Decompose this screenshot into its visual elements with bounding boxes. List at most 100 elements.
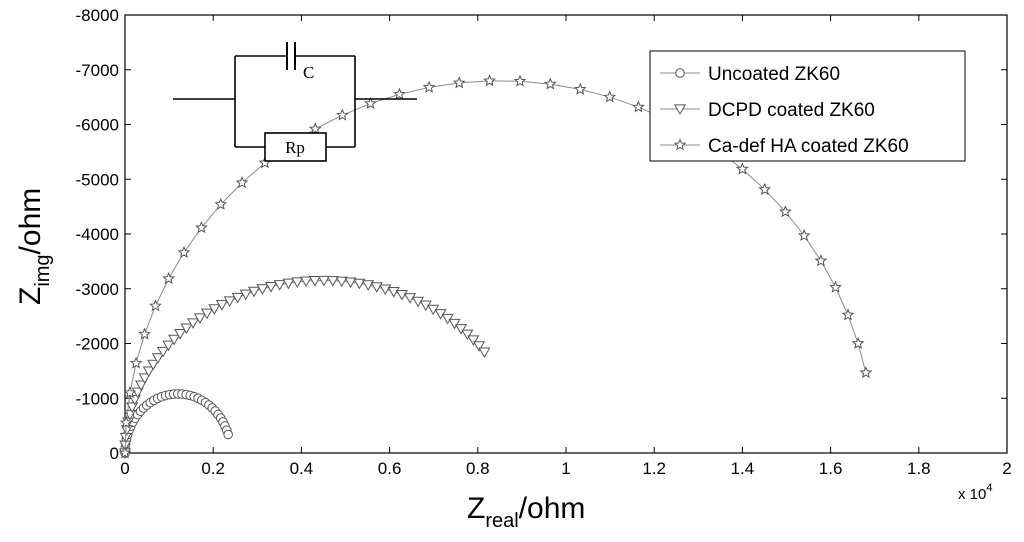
data-point [193, 313, 206, 324]
series-layer [118, 74, 873, 459]
equivalent-circuit-inset [173, 42, 417, 162]
data-point [573, 82, 587, 95]
legend: Uncoated ZK60 DCPD coated ZK60 Ca-def HA c… [649, 50, 966, 162]
legend-label: Ca-def HA coated ZK60 [708, 136, 909, 157]
legend-entry: Uncoated ZK60 [660, 64, 840, 85]
data-point [187, 318, 200, 329]
data-point [851, 336, 865, 349]
x-tick-label: 1.2 [642, 459, 666, 478]
data-point [123, 386, 137, 399]
data-point [300, 276, 313, 288]
y-axis-title: Zimg/ohm [14, 188, 54, 305]
x-tick-label: 0 [120, 459, 129, 478]
data-point [156, 346, 170, 358]
data-point [223, 296, 236, 307]
data-point [118, 446, 132, 459]
data-point [455, 324, 468, 335]
data-point [215, 300, 228, 311]
data-point [138, 373, 151, 385]
data-point [131, 387, 144, 399]
data-point [239, 289, 252, 301]
data-point [180, 323, 193, 335]
data-point [829, 280, 842, 293]
data-point [404, 293, 417, 304]
data-point [326, 276, 339, 287]
x-tick-label: 1.8 [907, 459, 931, 478]
data-point [814, 254, 828, 267]
data-point [452, 76, 466, 89]
data-point [200, 308, 214, 320]
data-point [335, 276, 348, 288]
capacitor-label: C [303, 63, 314, 82]
x-tick-label: 0.2 [201, 459, 225, 478]
data-point [134, 380, 148, 392]
legend-entries: Uncoated ZK60 DCPD coated ZK60 Ca-def HA c… [660, 64, 909, 157]
data-point [422, 80, 436, 93]
data-point [149, 299, 162, 312]
data-point [151, 353, 164, 364]
legend-marker [673, 104, 687, 115]
x-tick-label: 1 [561, 459, 570, 478]
y-tick-label: -8000 [76, 6, 119, 25]
data-point [235, 176, 249, 189]
data-point [467, 335, 480, 346]
legend-label: Uncoated ZK60 [708, 64, 840, 85]
data-point [841, 308, 855, 321]
data-point [174, 329, 187, 340]
x-tick-label: 2 [1002, 459, 1011, 478]
x-axis-title-rest: /ohm [519, 492, 586, 525]
x-multiplier-base: x 10 [958, 486, 986, 503]
data-point [461, 329, 474, 341]
data-point [448, 318, 461, 330]
data-point [247, 286, 261, 298]
legend-marker [675, 68, 685, 78]
data-point [317, 275, 330, 287]
resistor-label: Rp [285, 138, 305, 157]
data-point [147, 359, 160, 371]
data-point [223, 429, 233, 440]
data-point [214, 197, 228, 210]
legend-entry: DCPD coated ZK60 [660, 100, 875, 121]
data-point [128, 394, 141, 406]
x-multiplier-label: x 104 [958, 482, 992, 503]
data-point [387, 287, 400, 298]
data-point [177, 245, 191, 258]
x-tick-label: 0.4 [290, 459, 314, 478]
data-point [264, 282, 278, 293]
x-axis-title-sub: real [485, 510, 518, 532]
y-tick-label: 0 [110, 444, 119, 463]
data-point [543, 77, 557, 90]
data-point [273, 280, 286, 291]
data-point [735, 162, 749, 175]
legend-label: DCPD coated ZK60 [708, 100, 875, 121]
data-point [282, 278, 295, 290]
data-point [231, 292, 244, 304]
y-axis-title-rest: /ohm [14, 188, 47, 255]
data-point [362, 280, 375, 291]
legend-entry: Ca-def HA coated ZK60 [660, 136, 909, 157]
data-point [308, 122, 322, 135]
x-tick-label: 1.4 [731, 459, 755, 478]
x-axis-title: Zreal/ohm [467, 492, 585, 532]
data-point [168, 334, 181, 346]
data-point [335, 108, 349, 121]
data-point [195, 221, 208, 234]
data-point [162, 340, 175, 352]
data-point [129, 356, 143, 369]
data-point [370, 282, 383, 293]
data-point [395, 289, 409, 301]
data-point [291, 277, 304, 288]
data-point [364, 96, 377, 109]
data-point [162, 271, 176, 285]
data-point [138, 327, 151, 340]
data-point [393, 87, 406, 100]
data-point [859, 366, 873, 379]
x-tick-label: 0.6 [378, 459, 402, 478]
data-point [472, 341, 486, 352]
x-axis-title-main: Z [467, 492, 485, 525]
x-tick-label: 0.8 [466, 459, 490, 478]
y-axis: 0 -1000 -2000 -3000 -4000 -5000 -6000 -7000 -800… [76, 6, 1007, 463]
x-multiplier-exponent: 4 [986, 482, 992, 494]
data-point [797, 228, 811, 242]
